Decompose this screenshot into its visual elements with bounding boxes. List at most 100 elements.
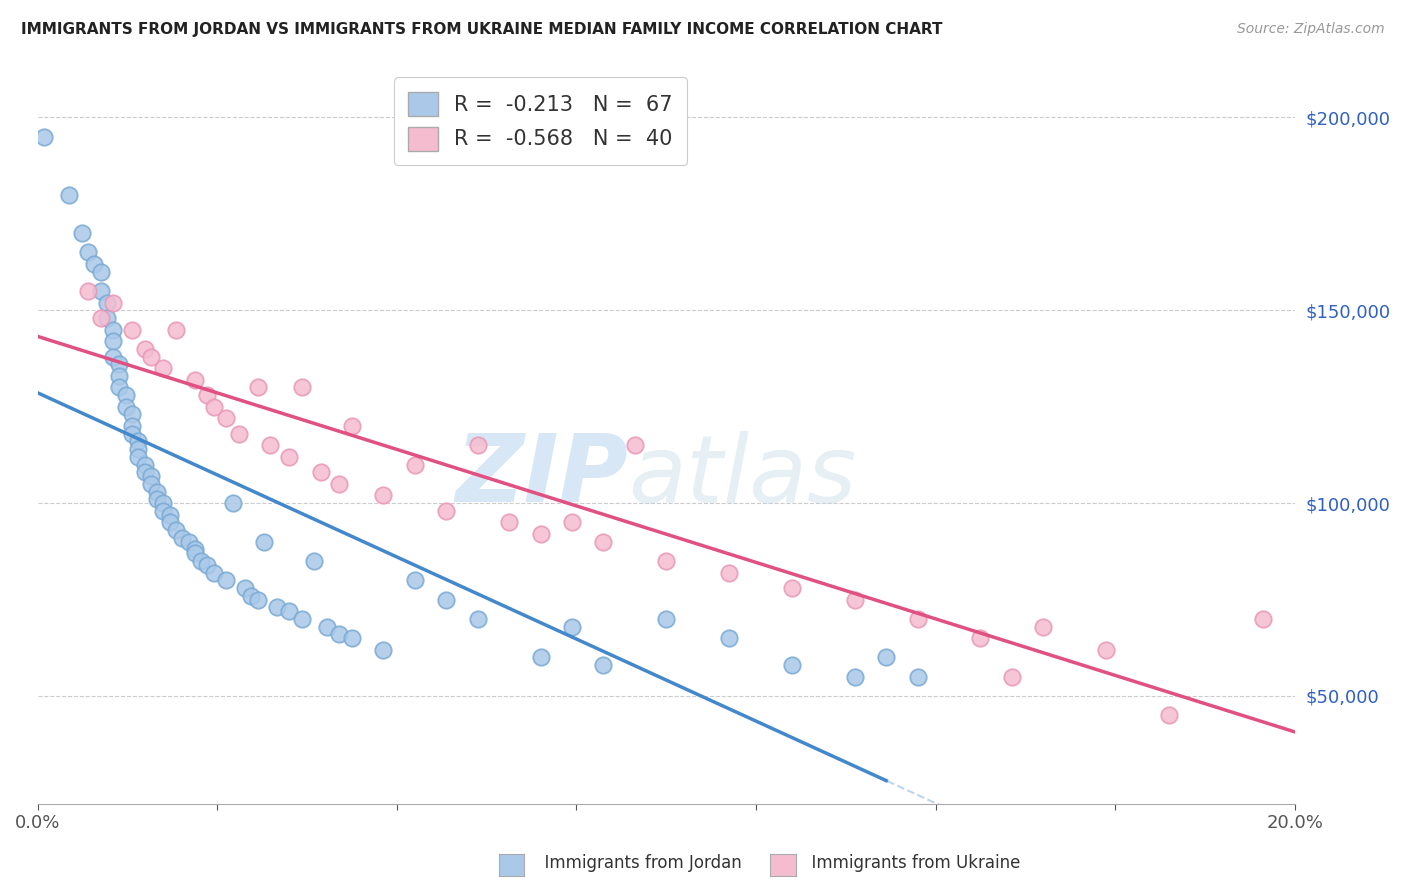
Point: [127, 434, 149, 449]
Point: [197, 388, 219, 402]
Point: [121, 426, 143, 441]
Point: [655, 612, 678, 626]
Point: [259, 438, 281, 452]
Point: [177, 534, 200, 549]
Point: [434, 592, 457, 607]
Point: [114, 388, 136, 402]
Point: [373, 642, 395, 657]
Point: [529, 527, 551, 541]
Text: Immigrants from Ukraine: Immigrants from Ukraine: [801, 855, 1021, 872]
Point: [246, 380, 269, 394]
Point: [907, 612, 929, 626]
Text: ZIP: ZIP: [456, 431, 628, 523]
Point: [146, 484, 169, 499]
Point: [96, 295, 118, 310]
Point: [121, 322, 143, 336]
Point: [328, 627, 350, 641]
Point: [215, 411, 238, 425]
Point: [121, 408, 143, 422]
Point: [467, 612, 489, 626]
Point: [197, 558, 219, 572]
Point: [184, 373, 207, 387]
Point: [561, 619, 583, 633]
Point: [127, 442, 149, 457]
Point: [152, 504, 174, 518]
Point: [291, 380, 314, 394]
Point: [304, 554, 326, 568]
Point: [190, 554, 212, 568]
Point: [90, 284, 112, 298]
Point: [340, 419, 363, 434]
Point: [340, 631, 363, 645]
Point: [718, 566, 741, 580]
Point: [253, 534, 276, 549]
Point: [139, 469, 162, 483]
Point: [146, 492, 169, 507]
Point: [1001, 670, 1024, 684]
Point: [655, 554, 678, 568]
Point: [58, 187, 80, 202]
Point: [101, 334, 124, 348]
Point: [134, 342, 156, 356]
Point: [718, 631, 741, 645]
Point: [172, 531, 194, 545]
Point: [90, 265, 112, 279]
Point: [844, 670, 866, 684]
Point: [1253, 612, 1275, 626]
Point: [233, 581, 256, 595]
Point: [159, 508, 181, 522]
Point: [844, 592, 866, 607]
Point: [121, 419, 143, 434]
Point: [907, 670, 929, 684]
Text: Source: ZipAtlas.com: Source: ZipAtlas.com: [1237, 22, 1385, 37]
Point: [309, 465, 332, 479]
Point: [134, 458, 156, 472]
Point: [780, 658, 803, 673]
Point: [969, 631, 991, 645]
Point: [83, 257, 105, 271]
Legend: R =  -0.213   N =  67, R =  -0.568   N =  40: R = -0.213 N = 67, R = -0.568 N = 40: [394, 78, 688, 165]
Point: [1032, 619, 1054, 633]
Point: [152, 496, 174, 510]
Point: [96, 311, 118, 326]
Point: [592, 658, 614, 673]
Point: [404, 574, 426, 588]
Point: [165, 322, 187, 336]
Point: [159, 516, 181, 530]
Point: [114, 400, 136, 414]
Point: [108, 368, 131, 383]
Point: [202, 400, 225, 414]
Point: [101, 295, 124, 310]
Point: [134, 465, 156, 479]
Point: [498, 516, 520, 530]
Point: [315, 619, 337, 633]
Point: [266, 600, 288, 615]
Point: [1095, 642, 1118, 657]
Point: [404, 458, 426, 472]
Point: [77, 284, 100, 298]
Point: [184, 546, 207, 560]
Point: [278, 604, 301, 618]
Point: [467, 438, 489, 452]
Point: [246, 592, 269, 607]
Point: [592, 534, 614, 549]
Text: IMMIGRANTS FROM JORDAN VS IMMIGRANTS FROM UKRAINE MEDIAN FAMILY INCOME CORRELATI: IMMIGRANTS FROM JORDAN VS IMMIGRANTS FRO…: [21, 22, 942, 37]
Point: [139, 476, 162, 491]
Point: [108, 357, 131, 371]
Point: [90, 311, 112, 326]
Point: [278, 450, 301, 464]
Point: [561, 516, 583, 530]
Point: [434, 504, 457, 518]
Point: [70, 226, 93, 240]
Point: [373, 488, 395, 502]
Point: [240, 589, 263, 603]
Point: [215, 574, 238, 588]
Point: [529, 650, 551, 665]
Point: [127, 450, 149, 464]
Point: [184, 542, 207, 557]
Text: Immigrants from Jordan: Immigrants from Jordan: [534, 855, 742, 872]
Point: [101, 350, 124, 364]
Point: [1157, 708, 1180, 723]
Point: [202, 566, 225, 580]
Point: [139, 350, 162, 364]
